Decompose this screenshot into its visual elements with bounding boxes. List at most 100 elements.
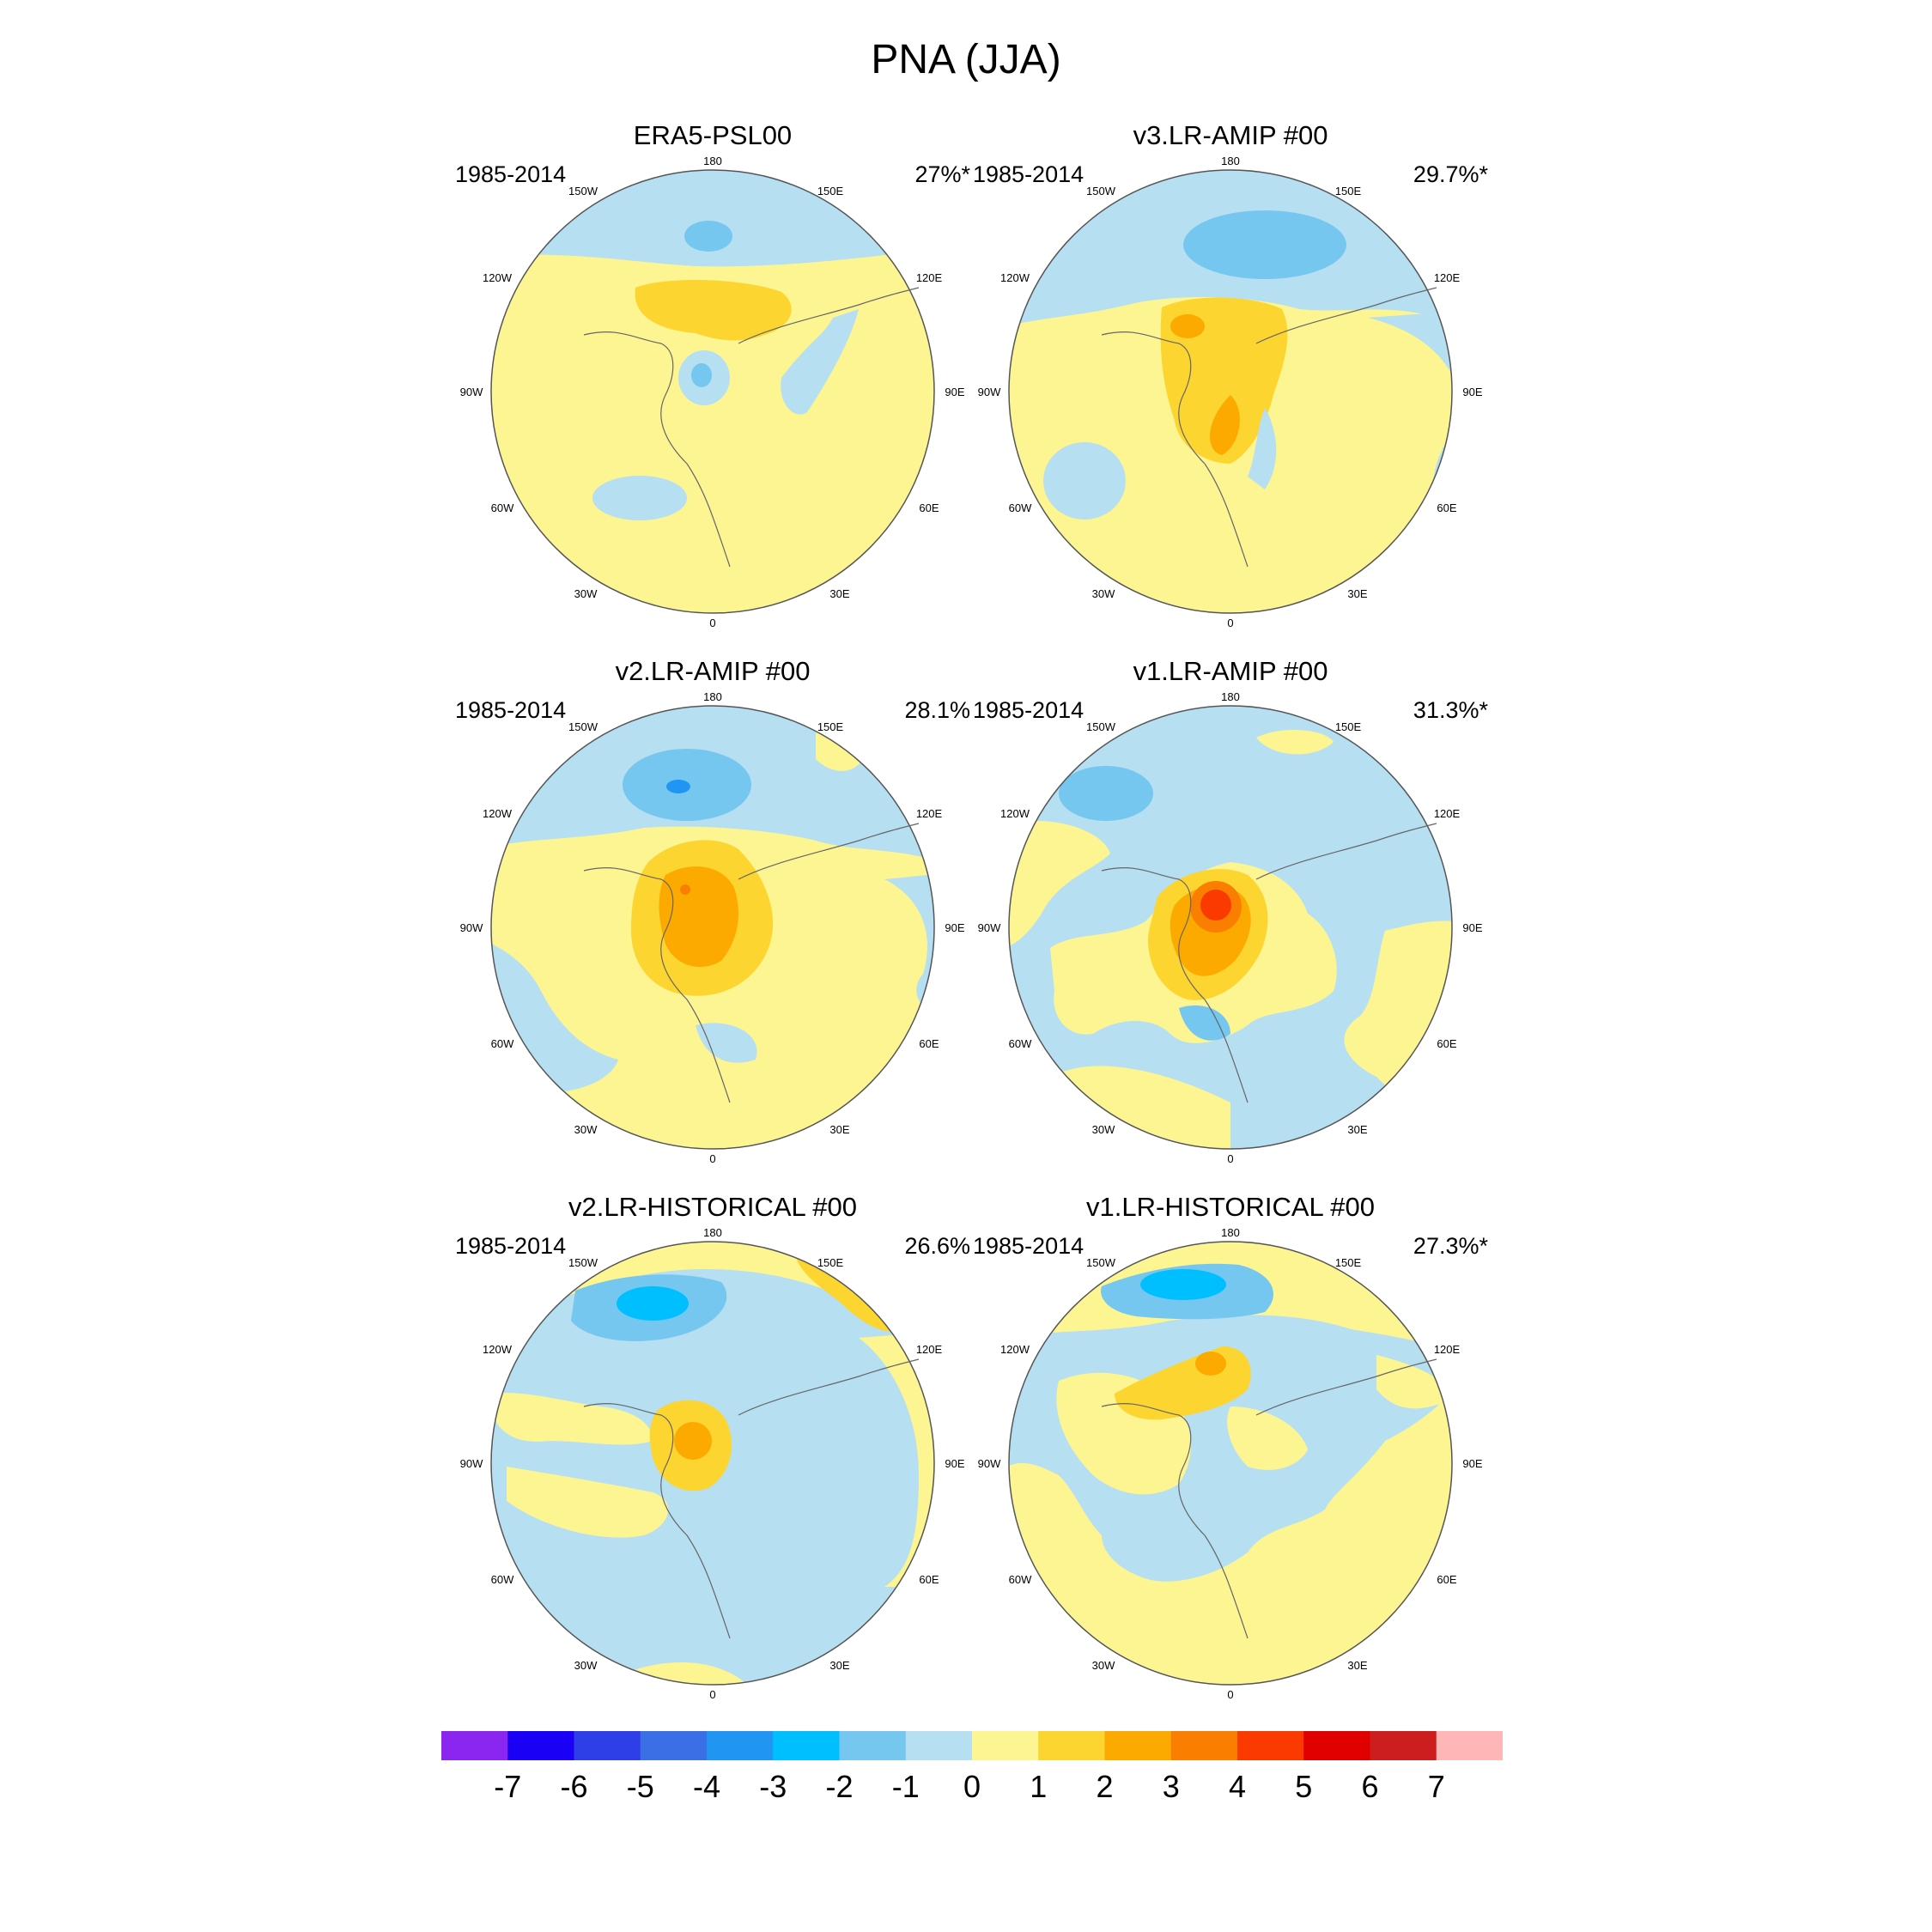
lon-label-120w: 120W: [483, 271, 513, 284]
polar-map: 180 150E 120E 90E 60E 30E 0 30W 60W 90W …: [460, 690, 965, 1165]
lon-label-120e: 120E: [916, 1343, 943, 1356]
lon-label-30w: 30W: [1092, 587, 1115, 600]
lon-label-0: 0: [709, 617, 715, 629]
colorbar-tick-label: 2: [1096, 1769, 1114, 1804]
colorbar-tick-label: -6: [560, 1769, 588, 1804]
lon-label-60w: 60W: [491, 1037, 514, 1050]
lon-label-30w: 30W: [574, 1123, 598, 1136]
lon-label-120w: 120W: [1000, 807, 1030, 820]
panel-title: v2.LR-HISTORICAL #00: [568, 1192, 857, 1222]
lon-label-0: 0: [709, 1688, 715, 1701]
map-panel-v2-historical: v2.LR-HISTORICAL #00 1985-2014 26.6% 180…: [455, 1192, 970, 1707]
lon-label-90w: 90W: [460, 1457, 483, 1470]
panel-title: v1.LR-HISTORICAL #00: [1086, 1192, 1375, 1222]
map-panel-v1-historical: v1.LR-HISTORICAL #00 1985-2014 27.3%* 18…: [973, 1192, 1488, 1707]
lon-label-180: 180: [1221, 155, 1240, 167]
panel-percent: 31.3%*: [1413, 697, 1488, 723]
lon-label-120e: 120E: [1434, 271, 1461, 284]
lon-label-30e: 30E: [829, 1123, 849, 1136]
lon-label-60e: 60E: [919, 501, 939, 514]
colorbar-tick-label: -3: [759, 1769, 787, 1804]
lon-label-30w: 30W: [1092, 1659, 1115, 1672]
lon-label-120w: 120W: [1000, 271, 1030, 284]
panel-period: 1985-2014: [973, 161, 1084, 187]
lon-label-30e: 30E: [829, 1659, 849, 1672]
colorbar-swatch: [574, 1731, 641, 1760]
lon-label-60e: 60E: [919, 1037, 939, 1050]
lon-label-60e: 60E: [1437, 501, 1456, 514]
panel-percent: 26.6%: [904, 1233, 970, 1259]
colorbar-swatch: [507, 1731, 574, 1760]
lon-label-30w: 30W: [1092, 1123, 1115, 1136]
colorbar-swatch: [905, 1731, 973, 1760]
panel-title: ERA5-PSL00: [633, 120, 793, 150]
lon-label-90e: 90E: [945, 386, 964, 398]
lon-label-60e: 60E: [1437, 1573, 1456, 1586]
lon-label-60w: 60W: [1009, 1573, 1032, 1586]
lon-label-30e: 30E: [1347, 1659, 1367, 1672]
lon-label-120w: 120W: [483, 1343, 513, 1356]
lon-label-150e: 150E: [1335, 1256, 1362, 1269]
lon-label-90e: 90E: [1462, 1457, 1482, 1470]
colorbar-swatch: [1170, 1731, 1238, 1760]
lon-label-0: 0: [1227, 1688, 1233, 1701]
lon-label-120w: 120W: [483, 807, 513, 820]
lon-label-0: 0: [1227, 617, 1233, 629]
colorbar-swatch: [441, 1731, 508, 1760]
lon-label-180: 180: [1221, 1226, 1240, 1239]
panel-percent: 29.7%*: [1413, 161, 1488, 187]
colorbar-swatch: [1104, 1731, 1172, 1760]
lon-label-30e: 30E: [1347, 587, 1367, 600]
polar-map: 180 150E 120E 90E 60E 30E 0 30W 60W 90W …: [460, 1226, 965, 1701]
lon-label-30w: 30W: [574, 587, 598, 600]
lon-label-90w: 90W: [460, 386, 483, 398]
lon-label-30e: 30E: [1347, 1123, 1367, 1136]
panel-period: 1985-2014: [455, 161, 567, 187]
panel-title: v3.LR-AMIP #00: [1133, 120, 1328, 150]
lon-label-0: 0: [1227, 1152, 1233, 1165]
colorbar-tick-label: 3: [1162, 1769, 1180, 1804]
lon-label-90e: 90E: [1462, 921, 1482, 934]
polar-map: 180 150E 120E 90E 60E 30E 0 30W 60W 90W …: [978, 690, 1483, 1165]
panel-period: 1985-2014: [973, 697, 1084, 723]
panel-title: v1.LR-AMIP #00: [1133, 656, 1328, 686]
panel-title: v2.LR-AMIP #00: [615, 656, 811, 686]
lon-label-180: 180: [703, 690, 722, 703]
map-panel-v1-amip: v1.LR-AMIP #00 1985-2014 31.3%* 180 150E…: [973, 656, 1488, 1171]
lon-label-150w: 150W: [1086, 185, 1116, 197]
lon-label-60w: 60W: [491, 501, 514, 514]
lon-label-90w: 90W: [978, 386, 1001, 398]
colorbar-swatch: [1370, 1731, 1437, 1760]
lon-label-150e: 150E: [1335, 185, 1362, 197]
panel-period: 1985-2014: [455, 697, 567, 723]
lon-label-90e: 90E: [945, 921, 964, 934]
colorbar-tick-label: 5: [1295, 1769, 1313, 1804]
lon-label-150e: 150E: [817, 185, 844, 197]
lon-label-150w: 150W: [1086, 720, 1116, 733]
map-panel-v3-amip: v3.LR-AMIP #00 1985-2014 29.7%* 180 150E…: [973, 120, 1488, 635]
lon-label-60w: 60W: [1009, 1037, 1032, 1050]
colorbar-tick-label: 1: [1030, 1769, 1048, 1804]
colorbar-swatch: [1038, 1731, 1105, 1760]
colorbar-tick-label: 0: [963, 1769, 981, 1804]
panel-percent: 27%*: [914, 161, 970, 187]
panel-period: 1985-2014: [973, 1233, 1084, 1259]
lon-label-150e: 150E: [817, 720, 844, 733]
colorbar-tick-label: -2: [825, 1769, 854, 1804]
panel-period: 1985-2014: [455, 1233, 567, 1259]
colorbar-swatch: [839, 1731, 907, 1760]
colorbar-tick-label: 6: [1361, 1769, 1379, 1804]
colorbar-tick-label: 7: [1427, 1769, 1445, 1804]
lon-label-120e: 120E: [916, 271, 943, 284]
colorbar-tick-label: -5: [626, 1769, 654, 1804]
lon-label-90w: 90W: [978, 921, 1001, 934]
lon-label-60w: 60W: [491, 1573, 514, 1586]
lon-label-150w: 150W: [568, 720, 598, 733]
lon-label-180: 180: [703, 155, 722, 167]
polar-map: 180 150E 120E 90E 60E 30E 0 30W 60W 90W …: [460, 155, 965, 629]
colorbar-swatch: [1303, 1731, 1370, 1760]
colorbar-swatch: [1237, 1731, 1304, 1760]
polar-map: 180 150E 120E 90E 60E 30E 0 30W 60W 90W …: [978, 1226, 1483, 1701]
lon-label-90w: 90W: [460, 921, 483, 934]
lon-label-150w: 150W: [1086, 1256, 1116, 1269]
